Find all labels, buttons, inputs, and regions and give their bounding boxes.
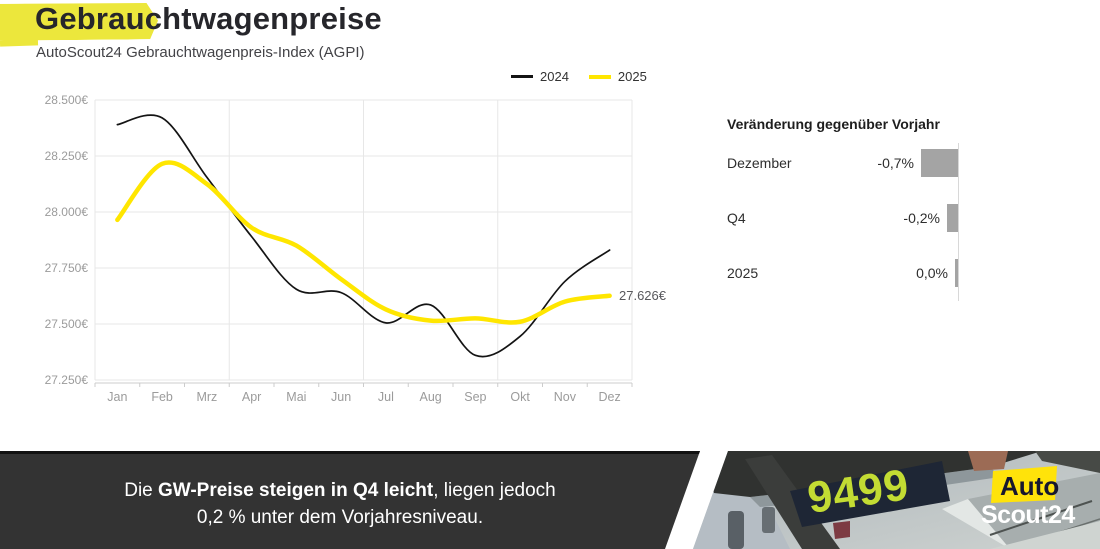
- change-row-value: 0,0%: [916, 265, 948, 281]
- banner-line2: 0,2 % unter dem Vorjahresniveau.: [196, 507, 484, 528]
- banner-line1-prefix: Die: [124, 480, 159, 501]
- svg-text:28.250€: 28.250€: [45, 149, 89, 163]
- car-photo: 9499 Auto Scout24: [693, 451, 1100, 549]
- change-vs-prev-year-panel: Veränderung gegenüber Vorjahr Dezember -…: [727, 110, 959, 305]
- end-value-label: 27.626€: [619, 288, 667, 303]
- car-headrest: [728, 511, 744, 549]
- change-row-label: Q4: [727, 210, 746, 226]
- svg-text:28.500€: 28.500€: [45, 93, 89, 107]
- autoscout24-logo-box: [991, 466, 1057, 503]
- legend-swatch-2025: [588, 74, 611, 79]
- svg-text:Feb: Feb: [151, 390, 173, 404]
- svg-text:Jun: Jun: [331, 390, 351, 404]
- svg-text:Mrz: Mrz: [196, 390, 217, 404]
- chart-gridlines: [94, 99, 633, 381]
- line-series-group: [115, 114, 612, 358]
- car-headrest: [762, 507, 775, 533]
- legend-label-2025: 2025: [617, 69, 647, 84]
- svg-text:Mai: Mai: [286, 390, 306, 404]
- chart-y-labels: 28.500€ 28.250€ 28.000€ 27.750€ 27.500€ 27.25…: [45, 93, 89, 387]
- svg-text:27.250€: 27.250€: [45, 373, 89, 387]
- change-row-label: Dezember: [727, 155, 792, 171]
- change-panel-baseline: [958, 143, 959, 301]
- svg-text:Jan: Jan: [107, 390, 127, 404]
- page-title: Gebrauchtwagenpreise: [35, 1, 382, 36]
- legend-swatch-2024: [511, 75, 533, 78]
- legend-label-2024: 2024: [540, 69, 569, 84]
- banner-statement: Die GW-Preise steigen in Q4 leicht, lieg…: [0, 477, 680, 531]
- change-row-q4: Q4 -0,2%: [727, 204, 959, 232]
- svg-text:Aug: Aug: [420, 390, 442, 404]
- person-face: [968, 451, 1008, 471]
- legend-item-2025: 2025: [588, 69, 647, 84]
- svg-text:27.750€: 27.750€: [45, 261, 89, 275]
- far-car-dark: [1035, 451, 1100, 473]
- car-seat-red: [833, 521, 850, 539]
- chart-legend: 2024 2025: [511, 69, 647, 84]
- banner-line1-suffix: , liegen jedoch: [433, 480, 556, 501]
- svg-text:Sep: Sep: [464, 390, 486, 404]
- chart-x-labels: Jan Feb Mrz Apr Mai Jun Jul Aug Sep Okt Nov Dez: [107, 390, 620, 404]
- banner-dark-panel: Die GW-Preise steigen in Q4 leicht, lieg…: [0, 451, 700, 549]
- change-row-bar: [955, 259, 958, 287]
- banner-line1-bold: GW-Preise steigen in Q4 leicht: [158, 480, 434, 501]
- svg-text:Apr: Apr: [242, 390, 261, 404]
- car-a-pillar: [745, 455, 840, 549]
- wiper-line: [989, 500, 1093, 536]
- price-line-chart: 28.500€ 28.250€ 28.000€ 27.750€ 27.500€ 27.25…: [45, 93, 667, 404]
- page-subtitle: AutoScout24 Gebrauchtwagenpreis-Index (A…: [36, 44, 365, 61]
- title-highlight-tail: [0, 39, 39, 47]
- svg-text:Dez: Dez: [599, 390, 621, 404]
- bottom-banner: Die GW-Preise steigen in Q4 leicht, lieg…: [0, 451, 1100, 549]
- change-row-value: -0,7%: [877, 155, 914, 171]
- price-sunshade: [790, 461, 950, 527]
- autoscout24-logo-bottom: Scout24: [981, 501, 1075, 529]
- svg-text:27.500€: 27.500€: [45, 317, 89, 331]
- change-panel-title: Veränderung gegenüber Vorjahr: [727, 116, 940, 132]
- legend-item-2024: 2024: [511, 69, 569, 84]
- silver-hood: [990, 521, 1100, 549]
- svg-text:28.000€: 28.000€: [45, 205, 89, 219]
- change-row-dezember: Dezember -0,7%: [727, 149, 959, 177]
- change-panel-rows: Dezember -0,7% Q4 -0,2% 2025 0,0%: [727, 149, 959, 314]
- change-row-bar: [947, 204, 958, 232]
- svg-text:Jul: Jul: [378, 390, 394, 404]
- autoscout24-logo-top: Auto: [1000, 471, 1059, 501]
- change-row-label: 2025: [727, 265, 759, 281]
- chart-axis: [94, 382, 633, 387]
- change-row-2025: 2025 0,0%: [727, 259, 959, 287]
- change-row-bar: [921, 149, 958, 177]
- svg-text:Nov: Nov: [554, 390, 577, 404]
- svg-text:Okt: Okt: [510, 390, 530, 404]
- change-row-value: -0,2%: [903, 210, 940, 226]
